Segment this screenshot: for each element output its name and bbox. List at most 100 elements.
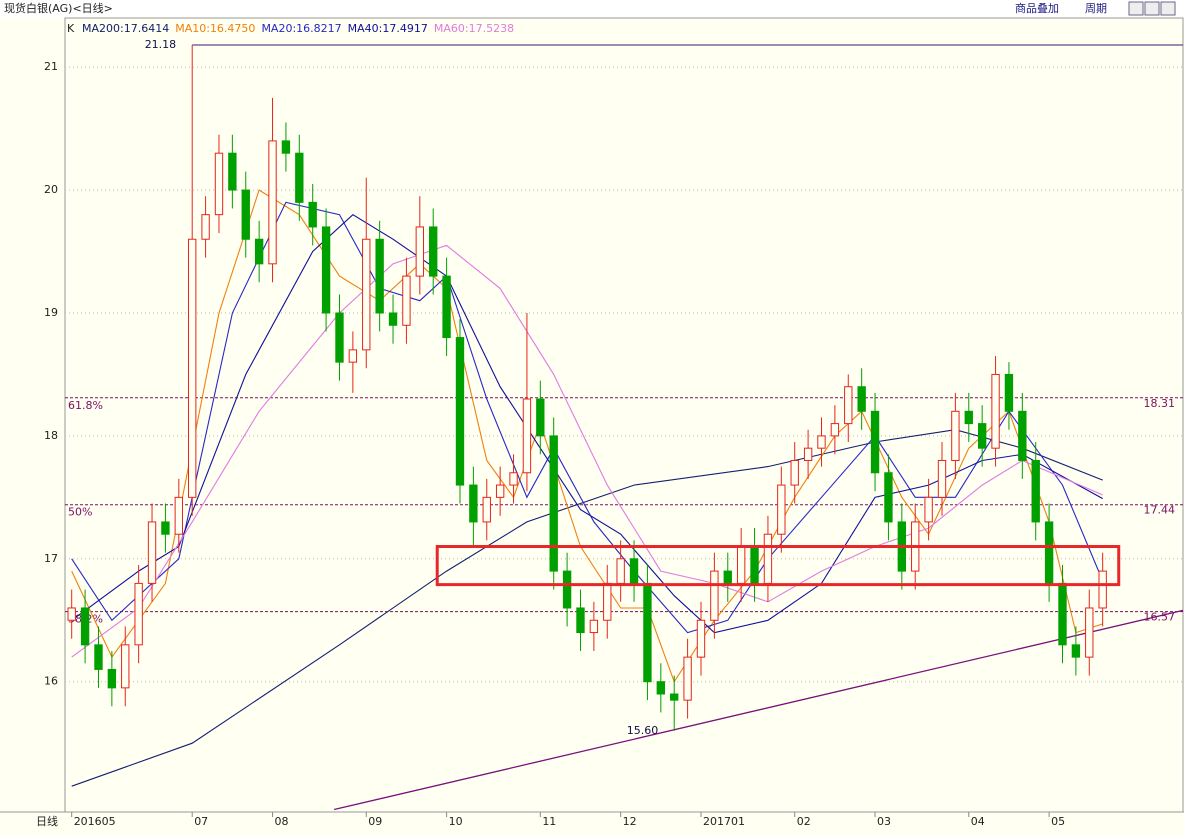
- candle-body: [629, 558, 639, 584]
- candle-body: [589, 619, 599, 634]
- candle-body: [522, 398, 532, 474]
- y-tick-label: 19: [44, 306, 58, 319]
- candle-body: [107, 668, 117, 689]
- y-tick-label: 21: [44, 60, 58, 73]
- candle-body: [201, 214, 210, 240]
- candle-body: [549, 435, 558, 572]
- candle-body: [1098, 570, 1107, 609]
- candle-body: [964, 410, 973, 425]
- candle-body: [616, 558, 625, 584]
- candle-body: [134, 582, 143, 646]
- candle-body: [188, 238, 197, 498]
- x-tick-label: 07: [194, 815, 208, 828]
- candle-body: [777, 484, 786, 535]
- legend-entry: MA20:16.8217: [261, 22, 341, 35]
- candle-body: [495, 484, 505, 498]
- candle-body: [576, 607, 585, 634]
- candle-body: [870, 410, 880, 474]
- ma-line: [71, 214, 1103, 634]
- candle-body: [335, 312, 344, 363]
- candle-body: [656, 681, 666, 695]
- x-tick-label: 03: [877, 815, 891, 828]
- period-label: 日线: [36, 814, 58, 828]
- candle-body: [562, 570, 572, 609]
- y-tick-label: 16: [44, 675, 58, 688]
- nav-icons[interactable]: [1128, 1, 1176, 16]
- ma-line: [71, 201, 1104, 634]
- page-title: 现货白银(AG)<日线>: [4, 1, 113, 15]
- candle-body: [817, 435, 826, 449]
- low-label: 15.60: [627, 724, 659, 737]
- candle-body: [710, 570, 719, 621]
- legend-entry: MA40:17.4917: [348, 22, 428, 35]
- button[interactable]: 商品叠加: [1015, 1, 1059, 15]
- x-tick-label: 11: [542, 815, 556, 828]
- candle-body: [268, 140, 277, 265]
- level-value: 16.57: [1144, 611, 1176, 624]
- candle-body: [670, 693, 679, 701]
- candle-body: [254, 238, 264, 265]
- button[interactable]: 周期: [1085, 2, 1107, 15]
- level-name: 50%: [68, 506, 92, 519]
- candle-body: [281, 140, 291, 154]
- candle-body: [509, 472, 518, 486]
- candle-body: [482, 496, 491, 523]
- candle-body: [723, 570, 732, 584]
- candle-body: [321, 226, 331, 314]
- candle-body: [442, 275, 451, 339]
- candle-body: [924, 496, 933, 523]
- candle-body: [241, 189, 250, 240]
- candle-body: [1085, 607, 1094, 658]
- x-tick-label: 05: [1051, 815, 1065, 828]
- candle-body: [991, 373, 1000, 449]
- candle-body: [803, 447, 813, 461]
- candle-body: [736, 546, 746, 584]
- candle-body: [683, 656, 692, 701]
- candle-body: [80, 607, 90, 646]
- candle-body: [161, 521, 170, 535]
- candle-body: [937, 459, 947, 498]
- x-tick-label: 201701: [703, 815, 745, 828]
- level-value: 18.31: [1144, 397, 1176, 410]
- x-tick-label: 09: [368, 815, 382, 828]
- candle-body: [362, 238, 371, 351]
- candle-body: [375, 238, 384, 314]
- legend-prefix: K: [67, 22, 75, 35]
- legend-entry: MA60:17.5238: [434, 22, 514, 35]
- candle-body: [536, 398, 545, 437]
- candle-body: [455, 337, 465, 486]
- candle-body: [214, 152, 224, 216]
- high-label: 21.18: [145, 38, 177, 51]
- x-tick-label: 12: [623, 815, 637, 828]
- candle-body: [174, 496, 183, 535]
- candle-body: [348, 349, 358, 363]
- x-tick-label: 10: [449, 815, 463, 828]
- candle-body: [951, 410, 960, 461]
- candle-body: [1058, 582, 1067, 646]
- candle-body: [429, 226, 438, 277]
- ma-line: [71, 429, 1103, 787]
- candle-body: [94, 644, 103, 670]
- candle-body: [763, 533, 773, 584]
- candle-body: [228, 152, 237, 191]
- candle-body: [67, 607, 76, 621]
- candle-body: [1071, 644, 1081, 658]
- candle-body: [308, 201, 317, 228]
- candle-body: [884, 472, 893, 523]
- level-value: 17.44: [1144, 504, 1176, 517]
- candle-body: [415, 226, 424, 277]
- candle-body: [1018, 410, 1027, 461]
- candle-body: [121, 644, 130, 689]
- x-tick-label: 04: [971, 815, 985, 828]
- y-tick-label: 17: [44, 552, 58, 565]
- candle-body: [388, 312, 398, 326]
- candle-body: [643, 582, 652, 683]
- x-tick-label: 201605: [74, 815, 116, 828]
- candle-body: [844, 386, 853, 425]
- x-tick-label: 02: [797, 815, 811, 828]
- candle-body: [830, 423, 840, 437]
- candle-body: [857, 386, 866, 412]
- candle-body: [696, 619, 706, 658]
- legend-entry: MA10:16.4750: [175, 22, 255, 35]
